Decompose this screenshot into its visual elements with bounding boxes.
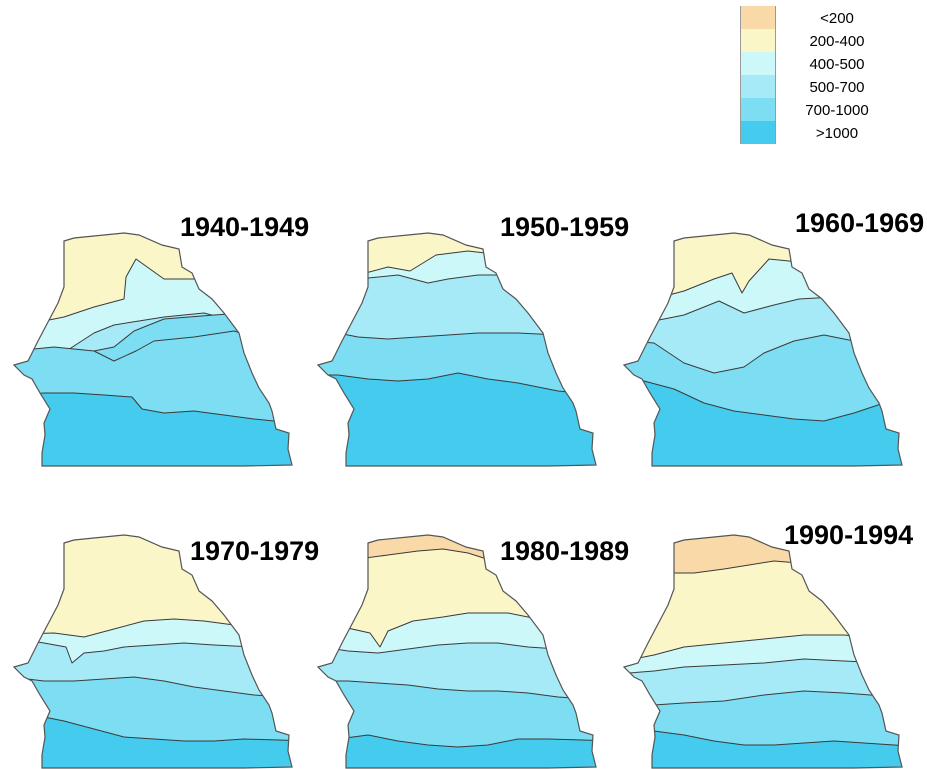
- zone-over-1000: [318, 372, 596, 466]
- legend-item: <200: [740, 6, 920, 29]
- zone-700-1000: [624, 690, 902, 768]
- legend-swatch: [740, 29, 776, 52]
- rainfall-map: [13, 232, 293, 467]
- legend-label: <200: [820, 10, 854, 27]
- legend-item: 500-700: [740, 75, 920, 98]
- legend-item: 200-400: [740, 29, 920, 52]
- legend-swatch: [740, 98, 776, 121]
- rainfall-legend: <200 200-400 400-500 500-700 700-1000 >1…: [740, 6, 920, 166]
- legend-item: 700-1000: [740, 98, 920, 121]
- rainfall-map: [623, 534, 903, 769]
- legend-label: 700-1000: [805, 102, 869, 119]
- legend-label: 200-400: [809, 33, 865, 50]
- legend-swatch: [740, 75, 776, 98]
- period-label: 1970-1979: [190, 536, 319, 566]
- legend-label: 400-500: [809, 56, 865, 73]
- zone-over-1000: [318, 734, 596, 768]
- zone-over-1000: [624, 730, 902, 768]
- rainfall-map: [317, 534, 597, 769]
- legend-item: >1000: [740, 121, 920, 144]
- rainfall-map: [317, 232, 597, 467]
- zone-over-1000: [14, 392, 292, 466]
- rainfall-map: [623, 232, 903, 467]
- period-label: 1980-1989: [500, 536, 629, 566]
- legend-swatch: [740, 121, 776, 144]
- period-label: 1940-1949: [180, 212, 309, 242]
- period-label: 1990-1994: [784, 520, 913, 550]
- zone-over-1000: [624, 378, 902, 466]
- legend-label: >1000: [815, 125, 859, 142]
- period-label: 1960-1969: [795, 208, 924, 238]
- legend-swatch: [740, 6, 776, 29]
- zone-over-1000: [14, 712, 292, 768]
- legend-item: 400-500: [740, 52, 920, 75]
- legend-label: 500-700: [809, 79, 865, 96]
- legend-swatch: [740, 52, 776, 75]
- period-label: 1950-1959: [500, 212, 629, 242]
